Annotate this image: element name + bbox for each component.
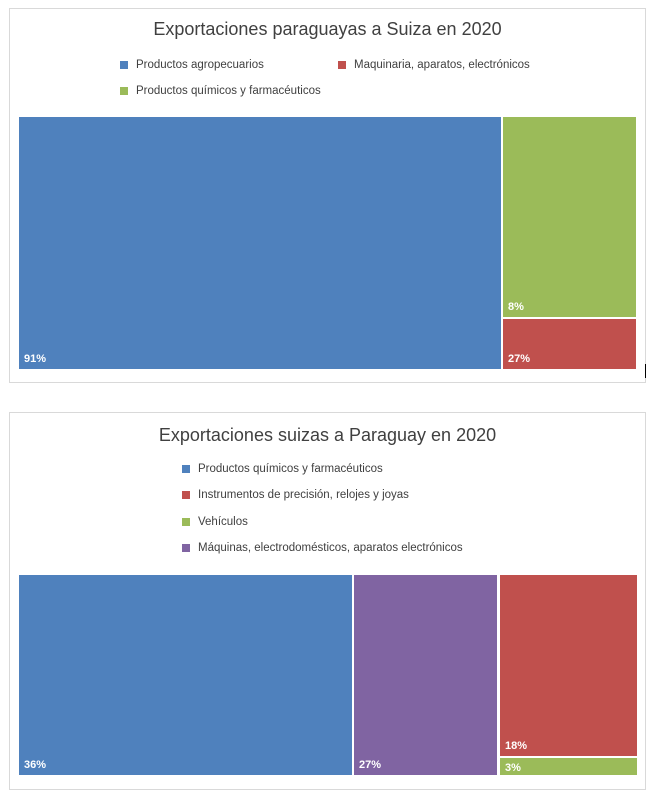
- legend-label: Máquinas, electrodomésticos, aparatos el…: [198, 542, 463, 554]
- legend-label: Instrumentos de precisión, relojes y joy…: [198, 489, 409, 501]
- data-label: 3%: [505, 762, 521, 774]
- data-label: 27%: [508, 353, 531, 365]
- treemap-tile-productos-quimicos: 8%: [503, 117, 636, 317]
- chart-title: Exportaciones suizas a Paraguay en 2020: [158, 425, 497, 445]
- data-label: 91%: [24, 353, 47, 365]
- treemap-tile-productos-quimicos: 36%: [19, 575, 352, 775]
- legend-item: Vehículos: [182, 516, 248, 528]
- legend-item: Productos agropecuarios: [120, 59, 264, 71]
- treemap-tile-maquinas: 27%: [354, 575, 497, 775]
- data-label: 27%: [359, 759, 382, 771]
- treemap-tile-vehiculos: 3%: [500, 758, 637, 775]
- legend-item: Productos químicos y farmacéuticos: [120, 85, 321, 97]
- treemap-tile-productos-agropecuarios: 91%: [19, 117, 501, 369]
- data-label: 36%: [24, 759, 47, 771]
- treemap-tile-instrumentos: 18%: [500, 575, 637, 756]
- legend-swatch: [182, 518, 190, 526]
- chart-title: Exportaciones paraguayas a Suiza en 2020: [153, 19, 502, 39]
- legend-swatch: [120, 87, 128, 95]
- edge-mark: [645, 364, 646, 378]
- treemap-tile-maquinaria: 27%: [503, 319, 636, 369]
- legend-swatch: [182, 544, 190, 552]
- legend-label: Productos químicos y farmacéuticos: [136, 85, 321, 97]
- legend-label: Productos agropecuarios: [136, 59, 264, 71]
- legend-label: Productos químicos y farmacéuticos: [198, 463, 383, 475]
- chart-panel-paraguay-exports: Exportaciones paraguayas a Suiza en 2020…: [9, 8, 646, 383]
- legend-item: Maquinaria, aparatos, electrónicos: [338, 59, 530, 71]
- legend-swatch: [338, 61, 346, 69]
- chart-panel-swiss-exports: Exportaciones suizas a Paraguay en 2020 …: [9, 412, 646, 790]
- legend-label: Maquinaria, aparatos, electrónicos: [354, 59, 530, 71]
- legend-swatch: [120, 61, 128, 69]
- legend-label: Vehículos: [198, 516, 248, 528]
- data-label: 18%: [505, 740, 528, 752]
- legend-item: Productos químicos y farmacéuticos: [182, 463, 383, 475]
- legend-swatch: [182, 465, 190, 473]
- data-label: 8%: [508, 301, 524, 313]
- legend-swatch: [182, 491, 190, 499]
- legend-item: Instrumentos de precisión, relojes y joy…: [182, 489, 409, 501]
- legend-item: Máquinas, electrodomésticos, aparatos el…: [182, 542, 463, 554]
